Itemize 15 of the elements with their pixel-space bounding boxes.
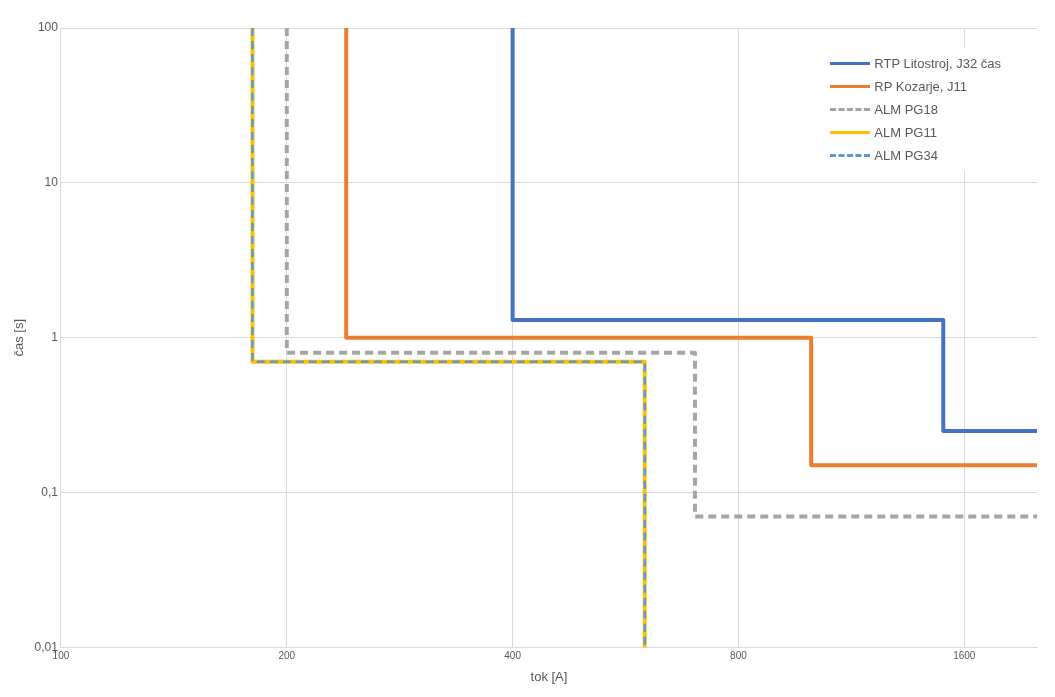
legend-label: ALM PG11	[874, 125, 937, 140]
legend-label: RTP Litostroj, J32 čas	[874, 56, 1001, 71]
y-tick-label: 1	[51, 330, 59, 345]
x-tick-label: 400	[504, 650, 522, 662]
y-tick-label: 0,1	[41, 484, 59, 499]
y-tick-label: 10	[44, 175, 59, 190]
legend-label: RP Kozarje, J11	[874, 79, 968, 94]
legend-label: ALM PG34	[874, 148, 938, 163]
legend-label: ALM PG18	[874, 102, 938, 117]
x-axis-title: tok [A]	[530, 668, 568, 684]
x-tick-label: 1600	[953, 650, 976, 662]
y-tick-label: 100	[37, 20, 59, 35]
x-tick-label: 800	[730, 650, 748, 662]
y-axis-title: čas [s]	[11, 318, 27, 357]
x-tick-label: 200	[278, 650, 296, 662]
